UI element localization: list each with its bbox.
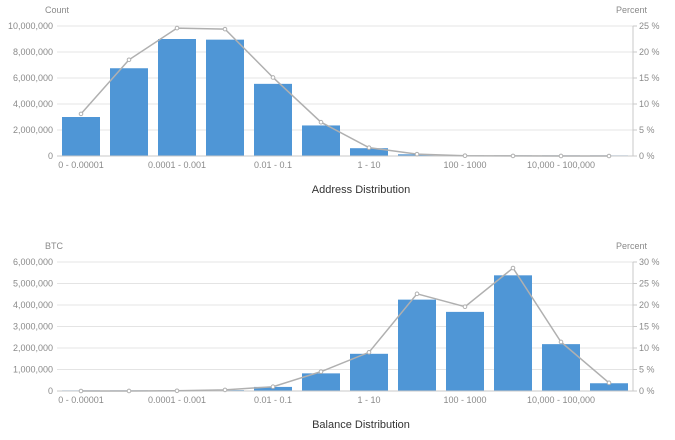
y-axis-label: BTC	[45, 241, 64, 251]
address-distribution-chart: 0 2,000,000 4,000,000 6,000,000 8,000,000 10,…	[8, 5, 660, 196]
percent-point	[414, 151, 420, 157]
y-tick-label: 10,000,000	[8, 21, 53, 31]
percent-point	[558, 339, 564, 345]
y2-tick-label: 10 %	[639, 99, 660, 109]
percent-point	[414, 291, 420, 297]
percent-line	[80, 266, 610, 392]
y-tick-label: 0	[48, 386, 53, 396]
bar	[446, 311, 484, 391]
x-tick-label: 0 - 0.00001	[58, 395, 104, 405]
chart-title: Address Distribution	[312, 184, 410, 196]
y2-tick-label: 15 %	[639, 73, 660, 83]
y2-tick-label: 0 %	[639, 151, 655, 161]
percent-point	[270, 75, 276, 80]
x-tick-label: 1 - 10	[357, 395, 380, 405]
y-tick-label: 4,000,000	[13, 99, 53, 109]
y-tick-label: 2,000,000	[13, 125, 53, 135]
x-tick-label: 100 - 1000	[443, 160, 486, 170]
percent-point	[174, 25, 180, 31]
y-tick-label: 3,000,000	[13, 322, 53, 332]
y2-tick-label: 15 %	[639, 322, 660, 332]
x-tick-label: 0 - 0.00001	[58, 160, 104, 170]
y2-tick-label: 5 %	[639, 125, 655, 135]
y-tick-label: 1,000,000	[13, 365, 53, 375]
y2-tick-label: 0 %	[639, 386, 655, 396]
x-tick-label: 10,000 - 100,000	[527, 160, 595, 170]
x-tick-label: 0.0001 - 0.001	[148, 160, 206, 170]
percent-point	[318, 369, 324, 374]
y-tick-label: 6,000,000	[13, 257, 53, 267]
x-tick-label: 100 - 1000	[443, 395, 486, 405]
y2-axis-label: Percent	[616, 241, 648, 251]
y2-tick-label: 20 %	[639, 47, 660, 57]
percent-point	[606, 380, 612, 386]
bar	[302, 125, 340, 156]
y2-tick-label: 5 %	[639, 365, 655, 375]
bar	[350, 148, 388, 156]
x-tick-label: 0.0001 - 0.001	[148, 395, 206, 405]
percent-line	[80, 27, 610, 157]
y-tick-label: 6,000,000	[13, 73, 53, 83]
y-tick-label: 4,000,000	[13, 300, 53, 310]
y2-tick-label: 25 %	[639, 21, 660, 31]
y-tick-label: 0	[48, 151, 53, 161]
bar	[110, 68, 148, 156]
y2-tick-label: 20 %	[639, 300, 660, 310]
y-tick-label: 2,000,000	[13, 343, 53, 353]
chart-title: Balance Distribution	[312, 419, 410, 431]
bar	[206, 39, 244, 156]
percent-point	[78, 111, 84, 117]
percent-point	[462, 153, 468, 158]
percent-point	[222, 387, 228, 393]
percent-point	[126, 388, 132, 394]
x-tick-label: 10,000 - 100,000	[527, 395, 595, 405]
x-tick-label: 1 - 10	[357, 160, 380, 170]
y2-tick-label: 30 %	[639, 257, 660, 267]
y-tick-label: 5,000,000	[13, 279, 53, 289]
percent-point	[270, 384, 276, 390]
y2-tick-label: 10 %	[639, 343, 660, 353]
bar	[302, 373, 340, 391]
percent-point	[318, 119, 324, 125]
y-tick-label: 8,000,000	[13, 47, 53, 57]
y-axis-label: Count	[45, 5, 70, 15]
bar	[590, 383, 628, 391]
percent-point	[126, 57, 132, 63]
bar	[158, 39, 196, 156]
bar	[254, 83, 292, 156]
percent-point	[78, 388, 84, 394]
percent-point	[462, 304, 468, 310]
y2-axis-label: Percent	[616, 5, 648, 15]
bar	[62, 117, 100, 156]
percent-point	[606, 153, 612, 159]
percent-point	[174, 388, 180, 394]
bar	[542, 344, 580, 391]
percent-point	[510, 265, 516, 271]
y2-tick-label: 25 %	[639, 279, 660, 289]
percent-point	[510, 153, 516, 159]
x-tick-label: 0.01 - 0.1	[254, 160, 292, 170]
balance-distribution-chart: 0 1,000,000 2,000,000 3,000,000 4,000,000 5,0…	[13, 241, 660, 431]
bar	[398, 299, 436, 391]
percent-point	[366, 350, 372, 355]
percent-point	[558, 153, 564, 159]
bar	[350, 353, 388, 391]
bar	[494, 275, 532, 391]
percent-point	[366, 145, 372, 150]
x-tick-label: 0.01 - 0.1	[254, 395, 292, 405]
percent-point	[222, 26, 228, 32]
